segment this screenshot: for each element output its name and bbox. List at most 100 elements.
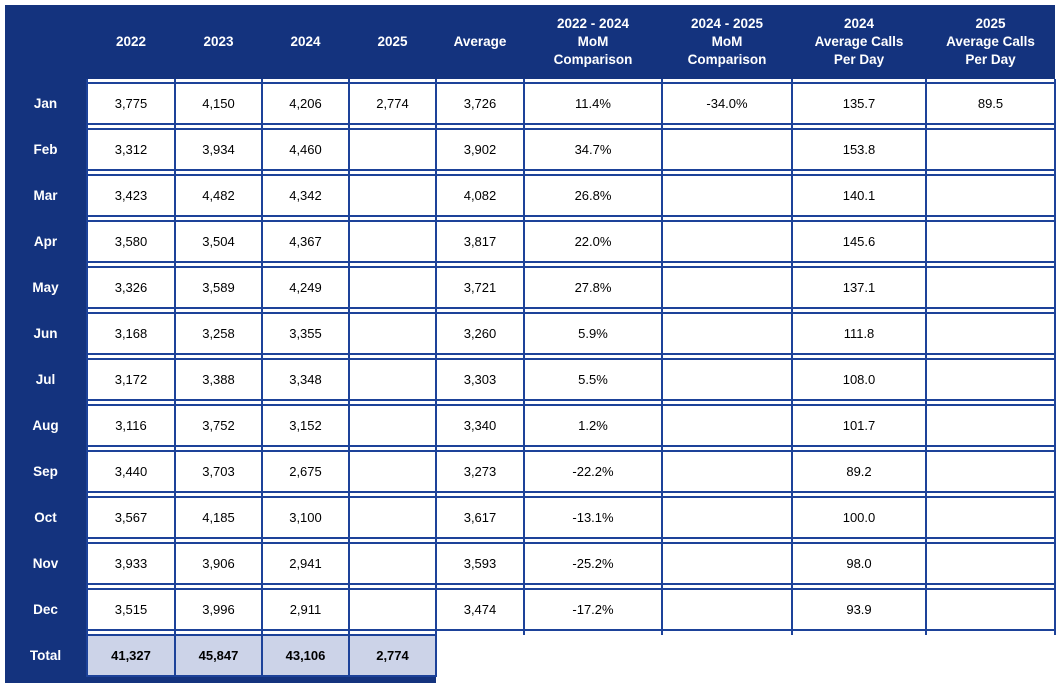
row-header-month: May	[5, 267, 87, 308]
table-cell: 145.6	[791, 220, 927, 263]
table-cell: 3,348	[261, 358, 350, 401]
row-header-month: Mar	[5, 175, 87, 216]
table-cell	[925, 542, 1056, 585]
table-cell	[348, 266, 437, 309]
table-header-row: 2022 2023 2024 2025 Average 2022 - 2024 …	[5, 5, 1055, 79]
table-cell	[661, 128, 793, 171]
table-cell	[348, 542, 437, 585]
table-row: Nov 3,933 3,906 2,941 3,593 -25.2% 98.0	[5, 542, 1056, 585]
table-cell: 3,902	[435, 128, 525, 171]
column-header-2024: 2024	[262, 5, 349, 79]
header-gap-row	[5, 79, 1056, 83]
table-cell: 93.9	[791, 588, 927, 631]
table-cell	[348, 358, 437, 401]
table-cell: 22.0%	[523, 220, 663, 263]
table-cell	[925, 450, 1056, 493]
table-cell: 108.0	[791, 358, 927, 401]
row-header-month: Jun	[5, 313, 87, 354]
table-cell: 3,168	[86, 312, 176, 355]
column-header-2024-2025-mom-comparison: 2024 - 2025 MoM Comparison	[662, 5, 792, 79]
table-cell: 3,172	[86, 358, 176, 401]
table-row: Sep 3,440 3,703 2,675 3,273 -22.2% 89.2	[5, 450, 1056, 493]
table-cell: 1.2%	[523, 404, 663, 447]
table-cell: 3,260	[435, 312, 525, 355]
table-cell: 3,474	[435, 588, 525, 631]
column-header-2022-2024-mom-comparison: 2022 - 2024 MoM Comparison	[524, 5, 662, 79]
bottom-strip-bar	[5, 676, 436, 683]
column-header-corner	[5, 5, 87, 79]
table-cell	[661, 220, 793, 263]
table-cell	[661, 450, 793, 493]
column-header-average: Average	[436, 5, 524, 79]
table-cell: 3,440	[86, 450, 176, 493]
table-cell: 27.8%	[523, 266, 663, 309]
table-cell	[348, 450, 437, 493]
table-cell: 5.5%	[523, 358, 663, 401]
row-gap	[5, 170, 1056, 175]
table-cell: 2,675	[261, 450, 350, 493]
table-cell	[661, 542, 793, 585]
table-cell: 101.7	[791, 404, 927, 447]
row-gap	[5, 124, 1056, 129]
table-cell	[661, 174, 793, 217]
total-cell-2025: 2,774	[348, 634, 437, 677]
table-cell	[925, 588, 1056, 631]
table-cell	[348, 220, 437, 263]
table-row: May 3,326 3,589 4,249 3,721 27.8% 137.1	[5, 266, 1056, 309]
table-cell: 3,567	[86, 496, 176, 539]
table-row: Apr 3,580 3,504 4,367 3,817 22.0% 145.6	[5, 220, 1056, 263]
row-header-month: Jul	[5, 359, 87, 400]
table-cell: 135.7	[791, 82, 927, 125]
table-cell: 2,911	[261, 588, 350, 631]
table-cell: -22.2%	[523, 450, 663, 493]
row-gap	[5, 538, 1056, 543]
table-cell	[661, 312, 793, 355]
table-cell: 3,933	[86, 542, 176, 585]
row-header-total: Total	[5, 635, 87, 676]
row-gap	[5, 308, 1056, 313]
row-gap	[5, 216, 1056, 221]
row-gap	[5, 584, 1056, 589]
table-cell: 3,593	[435, 542, 525, 585]
table-cell: 3,100	[261, 496, 350, 539]
table-cell	[925, 358, 1056, 401]
table-cell: 4,185	[174, 496, 263, 539]
table-cell: 3,515	[86, 588, 176, 631]
table-cell: 3,817	[435, 220, 525, 263]
table-cell: -25.2%	[523, 542, 663, 585]
table-cell: 3,355	[261, 312, 350, 355]
total-cell-2023: 45,847	[174, 634, 263, 677]
table-cell	[925, 174, 1056, 217]
table-cell: 140.1	[791, 174, 927, 217]
table-cell: 4,249	[261, 266, 350, 309]
table-cell: 3,775	[86, 82, 176, 125]
table-bottom-strip-row	[5, 676, 1055, 683]
table-cell	[661, 358, 793, 401]
table-cell: 3,906	[174, 542, 263, 585]
table-cell	[925, 404, 1056, 447]
row-header-month: Sep	[5, 451, 87, 492]
table-row: Aug 3,116 3,752 3,152 3,340 1.2% 101.7	[5, 404, 1056, 447]
table-row: Jul 3,172 3,388 3,348 3,303 5.5% 108.0	[5, 358, 1056, 401]
table-cell	[348, 404, 437, 447]
table-cell: 5.9%	[523, 312, 663, 355]
table-cell: 3,617	[435, 496, 525, 539]
table-cell: 4,482	[174, 174, 263, 217]
table-cell: 137.1	[791, 266, 927, 309]
row-gap	[5, 492, 1056, 497]
table-cell	[661, 588, 793, 631]
table-cell	[348, 588, 437, 631]
table-cell: 3,589	[174, 266, 263, 309]
table-cell	[348, 128, 437, 171]
table-cell: 4,082	[435, 174, 525, 217]
table-cell: 4,460	[261, 128, 350, 171]
table-cell: 153.8	[791, 128, 927, 171]
table-cell	[925, 220, 1056, 263]
row-gap	[5, 262, 1056, 267]
table-cell: 3,303	[435, 358, 525, 401]
column-header-2025: 2025	[349, 5, 436, 79]
total-row: Total 41,327 45,847 43,106 2,774	[5, 634, 1055, 677]
table-cell	[661, 496, 793, 539]
table-cell: 4,206	[261, 82, 350, 125]
